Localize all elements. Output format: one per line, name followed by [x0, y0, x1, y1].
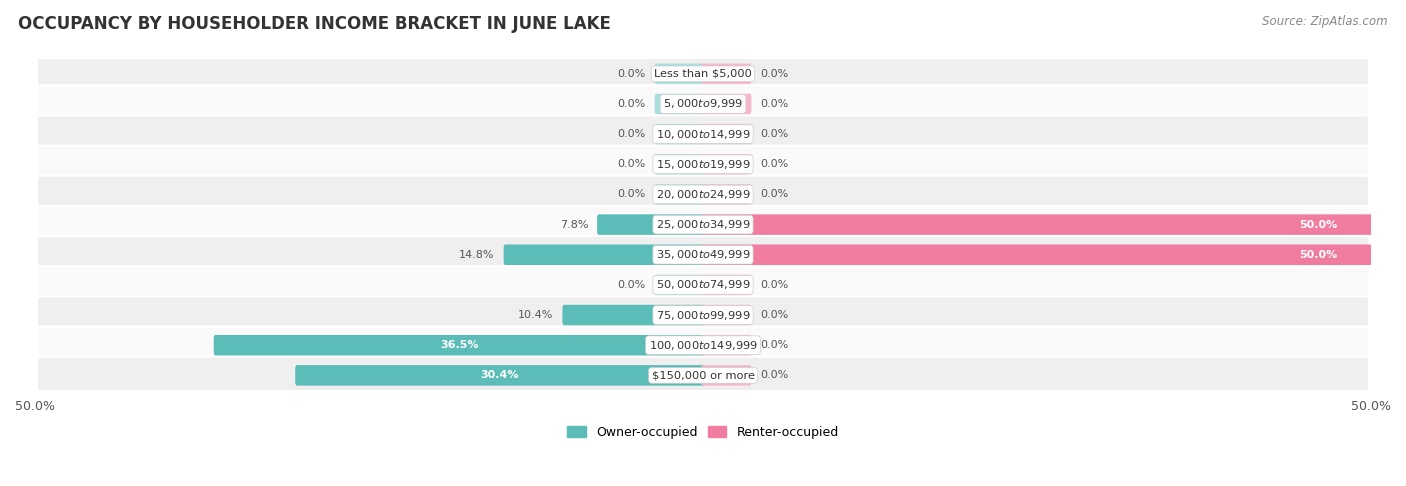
- FancyBboxPatch shape: [702, 305, 751, 325]
- Text: $20,000 to $24,999: $20,000 to $24,999: [655, 188, 751, 201]
- Text: $75,000 to $99,999: $75,000 to $99,999: [655, 309, 751, 322]
- FancyBboxPatch shape: [702, 214, 1372, 235]
- FancyBboxPatch shape: [655, 124, 704, 144]
- Text: 0.0%: 0.0%: [617, 280, 645, 290]
- Text: $100,000 to $149,999: $100,000 to $149,999: [648, 339, 758, 352]
- Text: 36.5%: 36.5%: [440, 340, 478, 350]
- Text: 0.0%: 0.0%: [617, 99, 645, 109]
- FancyBboxPatch shape: [295, 365, 704, 385]
- Text: Less than $5,000: Less than $5,000: [654, 69, 752, 79]
- Text: Source: ZipAtlas.com: Source: ZipAtlas.com: [1263, 15, 1388, 28]
- FancyBboxPatch shape: [702, 184, 751, 205]
- FancyBboxPatch shape: [598, 214, 704, 235]
- FancyBboxPatch shape: [702, 154, 751, 174]
- FancyBboxPatch shape: [37, 85, 1369, 122]
- FancyBboxPatch shape: [37, 266, 1369, 304]
- Text: 0.0%: 0.0%: [617, 159, 645, 169]
- FancyBboxPatch shape: [702, 275, 751, 295]
- Text: 0.0%: 0.0%: [761, 280, 789, 290]
- Text: 0.0%: 0.0%: [761, 99, 789, 109]
- FancyBboxPatch shape: [37, 296, 1369, 334]
- Text: 0.0%: 0.0%: [761, 370, 789, 381]
- FancyBboxPatch shape: [702, 124, 751, 144]
- FancyBboxPatch shape: [562, 305, 704, 325]
- FancyBboxPatch shape: [37, 236, 1369, 274]
- Text: $5,000 to $9,999: $5,000 to $9,999: [664, 98, 742, 110]
- Text: 50.0%: 50.0%: [1299, 220, 1337, 229]
- Text: 0.0%: 0.0%: [617, 190, 645, 199]
- FancyBboxPatch shape: [214, 335, 704, 355]
- Text: $10,000 to $14,999: $10,000 to $14,999: [655, 128, 751, 140]
- FancyBboxPatch shape: [37, 146, 1369, 183]
- Text: 0.0%: 0.0%: [761, 310, 789, 320]
- FancyBboxPatch shape: [702, 365, 751, 385]
- FancyBboxPatch shape: [655, 275, 704, 295]
- Text: $25,000 to $34,999: $25,000 to $34,999: [655, 218, 751, 231]
- Text: 0.0%: 0.0%: [761, 340, 789, 350]
- FancyBboxPatch shape: [37, 176, 1369, 213]
- FancyBboxPatch shape: [655, 94, 704, 114]
- FancyBboxPatch shape: [37, 116, 1369, 153]
- FancyBboxPatch shape: [655, 64, 704, 84]
- Text: 14.8%: 14.8%: [460, 250, 495, 260]
- Text: 0.0%: 0.0%: [617, 129, 645, 139]
- FancyBboxPatch shape: [702, 64, 751, 84]
- Text: $50,000 to $74,999: $50,000 to $74,999: [655, 278, 751, 292]
- Text: 0.0%: 0.0%: [617, 69, 645, 79]
- FancyBboxPatch shape: [702, 244, 1372, 265]
- Text: 0.0%: 0.0%: [761, 159, 789, 169]
- Text: 0.0%: 0.0%: [761, 129, 789, 139]
- Text: OCCUPANCY BY HOUSEHOLDER INCOME BRACKET IN JUNE LAKE: OCCUPANCY BY HOUSEHOLDER INCOME BRACKET …: [18, 15, 612, 33]
- FancyBboxPatch shape: [37, 55, 1369, 92]
- Text: 0.0%: 0.0%: [761, 190, 789, 199]
- Text: 30.4%: 30.4%: [481, 370, 519, 381]
- Text: 10.4%: 10.4%: [517, 310, 554, 320]
- FancyBboxPatch shape: [503, 244, 704, 265]
- Text: $35,000 to $49,999: $35,000 to $49,999: [655, 248, 751, 261]
- FancyBboxPatch shape: [37, 327, 1369, 364]
- FancyBboxPatch shape: [702, 335, 751, 355]
- FancyBboxPatch shape: [702, 94, 751, 114]
- Text: $150,000 or more: $150,000 or more: [651, 370, 755, 381]
- FancyBboxPatch shape: [655, 184, 704, 205]
- FancyBboxPatch shape: [37, 357, 1369, 394]
- FancyBboxPatch shape: [655, 154, 704, 174]
- FancyBboxPatch shape: [37, 206, 1369, 243]
- Text: 50.0%: 50.0%: [1299, 250, 1337, 260]
- Text: 7.8%: 7.8%: [560, 220, 588, 229]
- Legend: Owner-occupied, Renter-occupied: Owner-occupied, Renter-occupied: [562, 421, 844, 444]
- Text: 0.0%: 0.0%: [761, 69, 789, 79]
- Text: $15,000 to $19,999: $15,000 to $19,999: [655, 158, 751, 171]
